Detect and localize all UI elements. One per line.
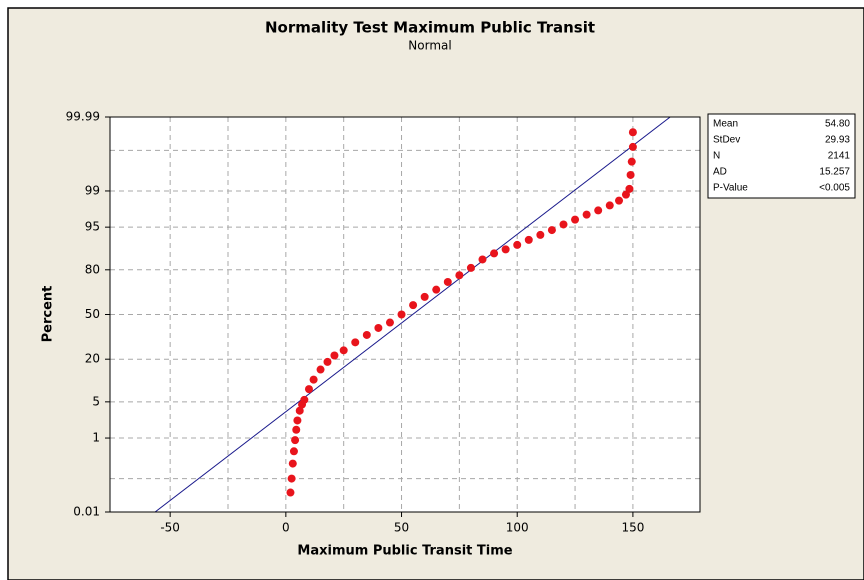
data-point [501, 245, 510, 254]
data-point [513, 240, 522, 249]
data-point [420, 292, 429, 301]
data-point [621, 190, 630, 199]
data-point [316, 365, 325, 374]
data-point [432, 285, 441, 294]
x-tick-label: -50 [160, 521, 180, 535]
stat-name: N [713, 151, 720, 162]
data-point [490, 249, 499, 258]
y-tick-label: 99 [85, 183, 100, 197]
data-point [615, 196, 624, 205]
data-point [323, 357, 332, 366]
data-point [455, 271, 464, 280]
stat-name: Mean [713, 119, 738, 130]
data-point [300, 395, 309, 404]
data-point [559, 220, 568, 229]
fit-line [154, 116, 671, 513]
data-point [351, 338, 360, 347]
data-point [304, 385, 313, 394]
data-point [409, 301, 418, 310]
data-point [287, 474, 296, 483]
stat-value: <0.005 [819, 183, 850, 194]
data-point [478, 255, 487, 264]
data-point [626, 170, 635, 179]
stat-name: P-Value [713, 183, 748, 194]
data-point [628, 128, 637, 137]
x-tick-label: 0 [282, 521, 290, 535]
data-point [594, 206, 603, 215]
stat-name: StDev [713, 135, 740, 146]
stats-box [707, 113, 856, 199]
y-tick-label: 0.01 [73, 505, 100, 519]
data-point [397, 310, 406, 319]
y-axis-label: Percent [41, 286, 56, 343]
data-point [571, 215, 580, 224]
chart-subtitle: Normal [408, 39, 451, 53]
data-point [288, 459, 297, 468]
data-point [291, 436, 300, 445]
stat-value: 15.257 [819, 167, 850, 178]
y-tick-label: 20 [85, 352, 100, 366]
marks [154, 116, 671, 513]
data-point [582, 210, 591, 219]
stat-name: AD [713, 167, 727, 178]
chart-title: Normality Test Maximum Public Transit [265, 19, 595, 37]
x-tick-label: 100 [506, 521, 529, 535]
y-tick-label: 99.99 [66, 110, 100, 124]
data-point [628, 142, 637, 151]
data-point [536, 230, 545, 239]
data-point [443, 277, 452, 286]
data-point [605, 201, 614, 210]
x-tick-label: 150 [621, 521, 644, 535]
data-point [374, 323, 383, 332]
data-point [362, 330, 371, 339]
data-point [385, 318, 394, 327]
data-point [309, 375, 318, 384]
stat-value: 54.80 [825, 119, 850, 130]
y-tick-label: 80 [85, 262, 100, 276]
data-point [295, 406, 304, 415]
stat-value: 29.93 [825, 135, 850, 146]
y-tick-label: 5 [92, 394, 100, 408]
data-point [466, 263, 475, 272]
grid [110, 117, 700, 512]
data-point [292, 425, 301, 434]
data-point [286, 488, 295, 497]
data-point [339, 346, 348, 355]
data-point [547, 226, 556, 235]
stat-value: 2141 [828, 151, 851, 162]
x-tick-label: 50 [394, 521, 409, 535]
data-point [625, 184, 634, 193]
data-point [524, 235, 533, 244]
x-axis-label: Maximum Public Transit Time [297, 544, 512, 559]
data-point [627, 157, 636, 166]
y-tick-label: 95 [85, 220, 100, 234]
data-point [289, 447, 298, 456]
y-tick-label: 1 [92, 431, 100, 445]
data-point [293, 416, 302, 425]
y-tick-label: 50 [85, 307, 100, 321]
data-point [330, 351, 339, 360]
